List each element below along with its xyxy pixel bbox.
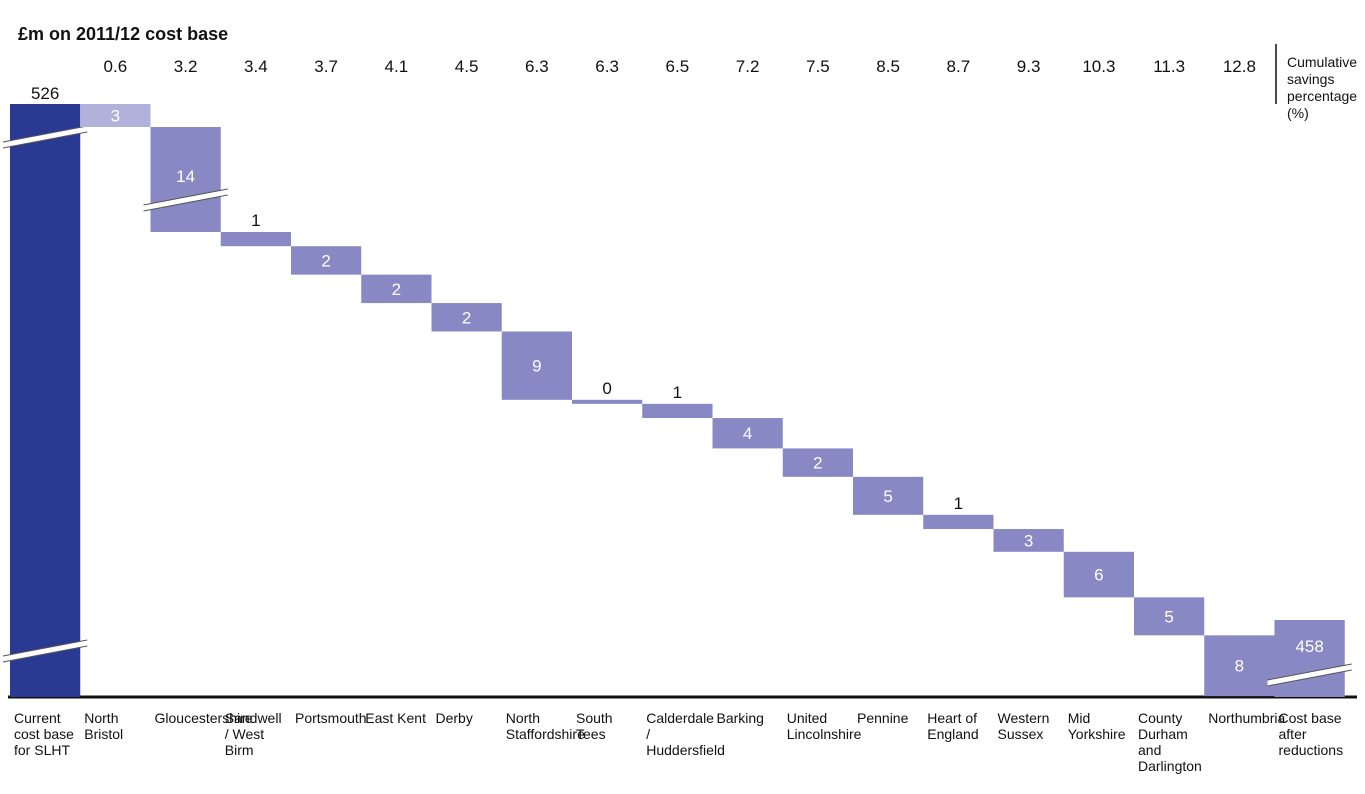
cumulative-pct-heart-of-england: 8.7 bbox=[947, 57, 971, 76]
bar-county-durham-and-darlington bbox=[1134, 597, 1205, 636]
category-label-cost-base-after-reductions: Cost base after reductions bbox=[1279, 710, 1344, 758]
bar-united-lincolnshire bbox=[782, 448, 853, 477]
value-label-start: 526 bbox=[31, 84, 59, 103]
category-label-north-staffordshire: North Staffordshire bbox=[506, 710, 585, 742]
category-label-mid-yorkshire: Mid Yorkshire bbox=[1068, 710, 1126, 742]
value-label-heart-of-england: 1 bbox=[954, 494, 963, 513]
cumulative-pct-barking: 7.2 bbox=[736, 57, 760, 76]
bar-heart-of-england bbox=[923, 514, 994, 530]
break-mark-start-bottom bbox=[2, 639, 88, 663]
bar-northumbria bbox=[1204, 635, 1275, 697]
category-label-sandwell-west-birm: Sandwell / West Birm bbox=[225, 710, 282, 758]
value-label-united-lincolnshire: 2 bbox=[813, 454, 822, 473]
bars bbox=[2, 104, 1352, 697]
category-label-gloucestershire: Gloucestershire bbox=[155, 710, 253, 726]
category-label-united-lincolnshire: United Lincolnshire bbox=[787, 710, 862, 742]
cumulative-pct-portsmouth: 3.7 bbox=[314, 57, 338, 76]
category-label-north-bristol: North Bristol bbox=[84, 710, 123, 742]
category-labels: Current cost base for SLHT North Bristol Glou… bbox=[14, 710, 1343, 774]
category-label-current-cost-base-for-slht: Current cost base for SLHT bbox=[14, 710, 74, 758]
bar-derby bbox=[431, 303, 502, 332]
category-label-portsmouth: Portsmouth bbox=[295, 710, 367, 726]
cumulative-pct-calderdale-huddersfield: 6.5 bbox=[666, 57, 690, 76]
value-label-sandwell-west-birm: 1 bbox=[251, 211, 260, 230]
cumulative-label: Cumulative savings percentage (%) bbox=[1287, 54, 1361, 121]
bar-east-kent bbox=[361, 274, 432, 304]
value-label-gloucestershire: 14 bbox=[176, 167, 195, 186]
cumulative-pct-pennine: 8.5 bbox=[876, 57, 900, 76]
bar-portsmouth bbox=[291, 246, 362, 275]
bar-end bbox=[1274, 620, 1345, 697]
bar-north-staffordshire bbox=[501, 331, 572, 400]
category-label-western-sussex: Western Sussex bbox=[998, 710, 1050, 742]
value-label-north-staffordshire: 9 bbox=[532, 357, 541, 376]
value-label-end: 458 bbox=[1295, 637, 1323, 656]
cumulative-pct-northumbria: 12.8 bbox=[1223, 57, 1256, 76]
value-label-mid-yorkshire: 6 bbox=[1094, 566, 1103, 585]
bar-north-bristol bbox=[80, 104, 151, 127]
bar-south-tees bbox=[572, 399, 643, 404]
value-label-south-tees: 0 bbox=[602, 379, 611, 398]
break-mark-end bbox=[1267, 663, 1352, 687]
cumulative-pct-gloucestershire: 3.2 bbox=[174, 57, 198, 76]
category-label-south-tees: South Tees bbox=[576, 710, 613, 742]
bar-barking bbox=[712, 418, 783, 449]
chart-title: £m on 2011/12 cost base bbox=[18, 24, 228, 44]
value-label-western-sussex: 3 bbox=[1024, 531, 1033, 550]
category-label-derby: Derby bbox=[436, 710, 473, 726]
cumulative-pct-sandwell-west-birm: 3.4 bbox=[244, 57, 268, 76]
bar-mid-yorkshire bbox=[1063, 551, 1134, 598]
cumulative-pct-north-staffordshire: 6.3 bbox=[525, 57, 549, 76]
category-label-heart-of-england: Heart of England bbox=[927, 710, 978, 742]
category-label-pennine: Pennine bbox=[857, 710, 909, 726]
bar-western-sussex bbox=[993, 529, 1064, 552]
value-label-county-durham-and-darlington: 5 bbox=[1164, 607, 1173, 626]
bar-gloucestershire bbox=[150, 127, 221, 232]
category-label-calderdale-huddersfield: Calderdale / Huddersfield bbox=[646, 710, 725, 758]
value-label-portsmouth: 2 bbox=[321, 251, 330, 270]
category-label-east-kent: East Kent bbox=[365, 710, 426, 726]
value-label-pennine: 5 bbox=[883, 487, 892, 506]
value-label-east-kent: 2 bbox=[392, 280, 401, 299]
cumulative-pct-western-sussex: 9.3 bbox=[1017, 57, 1041, 76]
category-label-northumbria: Northumbria bbox=[1208, 710, 1285, 726]
value-label-derby: 2 bbox=[462, 308, 471, 327]
value-label-northumbria: 8 bbox=[1235, 657, 1244, 676]
category-label-county-durham-and-darlington: County Durham and Darlington bbox=[1138, 710, 1202, 774]
bar-pennine bbox=[853, 476, 924, 515]
cumulative-pct-row: 0.6 3.2 3.4 3.7 4.1 4.5 6.3 6.3 6.5 7.2 7.5 8.5 8.7 9… bbox=[104, 57, 1256, 76]
break-mark-gloucestershire bbox=[143, 188, 228, 212]
value-label-barking: 4 bbox=[743, 424, 752, 443]
cumulative-pct-mid-yorkshire: 10.3 bbox=[1082, 57, 1115, 76]
bar-calderdale-huddersfield bbox=[642, 403, 713, 419]
bar-start bbox=[10, 104, 81, 697]
break-mark-start-top bbox=[2, 125, 88, 149]
cumulative-pct-south-tees: 6.3 bbox=[595, 57, 619, 76]
value-label-calderdale-huddersfield: 1 bbox=[673, 383, 682, 402]
value-label-north-bristol: 3 bbox=[111, 107, 120, 126]
cumulative-pct-north-bristol: 0.6 bbox=[104, 57, 128, 76]
category-label-barking: Barking bbox=[717, 710, 764, 726]
bar-sandwell-west-birm bbox=[220, 232, 291, 247]
cumulative-pct-united-lincolnshire: 7.5 bbox=[806, 57, 830, 76]
cumulative-pct-derby: 4.5 bbox=[455, 57, 479, 76]
cumulative-pct-county-durham-and-darlington: 11.3 bbox=[1153, 57, 1185, 76]
cumulative-pct-east-kent: 4.1 bbox=[385, 57, 409, 76]
